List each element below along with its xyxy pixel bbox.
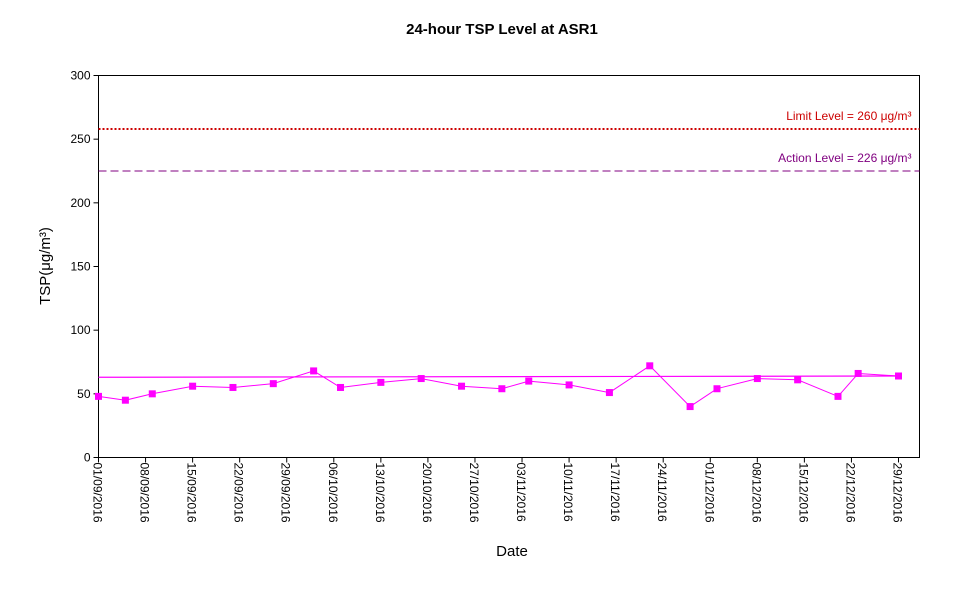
- y-tick-label: 50: [77, 387, 91, 401]
- data-series: [95, 362, 902, 411]
- data-point: [269, 380, 277, 388]
- reference-lines: Limit Level = 260 μg/m³ Action Level = 22…: [98, 109, 920, 172]
- data-point: [498, 385, 506, 393]
- x-tick-label: 22/09/2016: [232, 463, 246, 523]
- y-tick-label: 300: [70, 69, 90, 83]
- y-tick-label: 150: [70, 260, 90, 274]
- y-tick-label: 250: [70, 132, 90, 146]
- data-point: [148, 390, 156, 398]
- data-point: [713, 385, 721, 393]
- reference-line-label: Limit Level = 260 μg/m³: [786, 109, 911, 123]
- x-tick-label: 10/11/2016: [561, 463, 575, 522]
- x-tick-label: 03/11/2016: [514, 463, 528, 522]
- data-point: [310, 367, 318, 375]
- y-axis: 0 50 100 150 200 250 300: [70, 69, 99, 465]
- x-tick-label: 01/09/2016: [91, 463, 105, 523]
- data-point: [686, 403, 694, 411]
- trend-line: [98, 375, 899, 378]
- plot-area: [98, 75, 920, 458]
- data-point: [854, 369, 862, 377]
- x-tick-label: 08/12/2016: [749, 463, 763, 523]
- data-point: [794, 376, 802, 384]
- x-tick-label: 15/12/2016: [796, 463, 810, 523]
- data-point: [337, 383, 345, 391]
- data-point: [834, 392, 842, 400]
- x-tick-label: 15/09/2016: [185, 463, 199, 523]
- y-tick-label: 0: [84, 451, 91, 465]
- x-tick-label: 13/10/2016: [373, 463, 387, 523]
- y-axis-label: TSP(μg/m³): [37, 227, 54, 305]
- data-point: [605, 389, 613, 397]
- trend-line-group: [98, 375, 899, 378]
- data-point: [895, 372, 902, 380]
- x-tick-label: 17/11/2016: [608, 463, 622, 522]
- data-point: [189, 382, 197, 390]
- data-point: [753, 375, 761, 383]
- data-point: [377, 378, 385, 386]
- x-tick-label: 29/09/2016: [279, 463, 293, 523]
- data-point: [565, 381, 573, 389]
- data-point: [95, 392, 102, 400]
- x-axis-label: Date: [496, 543, 528, 560]
- x-tick-label: 29/12/2016: [891, 463, 905, 523]
- y-tick-label: 100: [70, 323, 90, 337]
- x-tick-label: 01/12/2016: [702, 463, 716, 523]
- x-tick-label: 27/10/2016: [467, 463, 481, 523]
- x-tick-label: 24/11/2016: [655, 463, 669, 522]
- x-axis: 01/09/2016 08/09/2016 15/09/2016 22/09/2016…: [91, 457, 905, 523]
- data-point: [417, 375, 425, 383]
- reference-line-label: Action Level = 226 μg/m³: [778, 151, 911, 165]
- x-tick-label: 08/09/2016: [138, 463, 152, 523]
- x-tick-label: 06/10/2016: [326, 463, 340, 523]
- x-tick-label: 20/10/2016: [420, 463, 434, 523]
- x-tick-label: 22/12/2016: [843, 463, 857, 523]
- data-point: [646, 362, 654, 370]
- data-point: [458, 382, 466, 390]
- chart-title: 24-hour TSP Level at ASR1: [406, 21, 598, 38]
- data-point: [121, 396, 129, 404]
- y-tick-label: 200: [70, 196, 90, 210]
- data-point: [229, 383, 237, 391]
- data-point: [525, 377, 533, 385]
